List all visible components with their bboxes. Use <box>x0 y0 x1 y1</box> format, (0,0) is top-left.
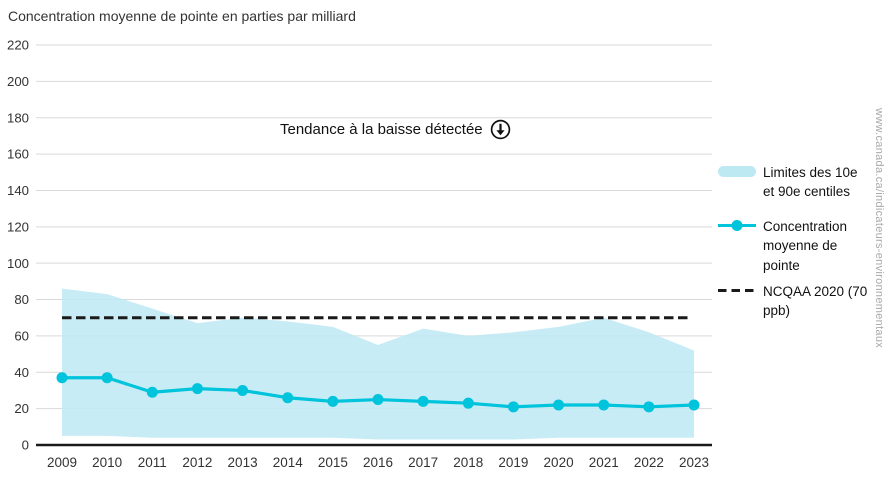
data-point-2021 <box>598 399 610 411</box>
y-tick-label: 100 <box>7 256 29 271</box>
data-point-2011 <box>146 386 158 398</box>
legend-label-peak-concentration: Concentration moyenne de pointe <box>763 219 848 273</box>
dashed-line-swatch-icon <box>718 288 756 292</box>
data-point-2020 <box>553 399 565 411</box>
y-tick-label: 180 <box>7 110 29 125</box>
data-point-2009 <box>56 372 68 384</box>
watermark-url: www.canada.ca/indicateurs-environnementa… <box>873 108 885 349</box>
x-tick-label: 2015 <box>318 455 348 470</box>
data-point-2019 <box>507 401 519 413</box>
legend-item-percentile-band: Limites des 10e et 90e centiles <box>718 163 878 201</box>
trend-annotation: Tendance à la baisse détectée <box>280 119 511 140</box>
x-tick-label: 2023 <box>679 455 709 470</box>
x-tick-label: 2012 <box>182 455 212 470</box>
y-tick-label: 40 <box>14 365 29 380</box>
legend: Limites des 10e et 90e centiles Concentr… <box>718 163 878 336</box>
y-tick-label: 0 <box>22 438 29 453</box>
legend-item-peak-concentration: Concentration moyenne de pointe <box>718 217 878 274</box>
x-tick-label: 2013 <box>228 455 258 470</box>
x-tick-label: 2021 <box>589 455 619 470</box>
data-point-2014 <box>282 392 294 404</box>
percentile-band <box>62 288 694 440</box>
legend-label-percentile-band: Limites des 10e et 90e centiles <box>763 165 858 200</box>
x-tick-label: 2011 <box>138 455 167 470</box>
y-tick-label: 220 <box>7 38 29 53</box>
data-point-2016 <box>372 394 384 406</box>
y-tick-label: 200 <box>7 74 29 89</box>
trend-down-arrow-icon <box>490 119 510 140</box>
data-point-2023 <box>688 399 700 411</box>
x-tick-label: 2022 <box>634 455 664 470</box>
x-tick-label: 2014 <box>273 455 304 470</box>
y-tick-label: 120 <box>7 219 29 234</box>
data-point-2013 <box>237 384 249 396</box>
legend-item-ncqaa: NCQAA 2020 (70 ppb) <box>718 282 878 320</box>
band-swatch-icon <box>718 166 756 177</box>
legend-label-ncqaa: NCQAA 2020 (70 ppb) <box>763 283 868 318</box>
data-point-2015 <box>327 395 339 407</box>
x-tick-label: 2019 <box>498 455 528 470</box>
y-tick-label: 80 <box>14 292 29 307</box>
data-point-2012 <box>191 383 203 395</box>
y-tick-label: 60 <box>14 329 29 344</box>
data-point-2010 <box>101 372 113 384</box>
x-tick-label: 2009 <box>47 455 77 470</box>
trend-annotation-text: Tendance à la baisse détectée <box>280 121 483 138</box>
y-tick-label: 140 <box>7 183 29 198</box>
x-tick-label: 2018 <box>453 455 483 470</box>
line-marker-swatch-icon <box>718 220 756 232</box>
x-tick-label: 2017 <box>408 455 438 470</box>
data-point-2018 <box>462 397 474 409</box>
x-tick-label: 2020 <box>544 455 574 470</box>
x-tick-label: 2016 <box>363 455 393 470</box>
data-point-2017 <box>417 395 429 407</box>
x-tick-label: 2010 <box>92 455 122 470</box>
chart-title: Concentration moyenne de pointe en parti… <box>8 8 356 24</box>
y-tick-label: 20 <box>14 401 29 416</box>
y-tick-label: 160 <box>7 147 29 162</box>
data-point-2022 <box>643 401 655 413</box>
